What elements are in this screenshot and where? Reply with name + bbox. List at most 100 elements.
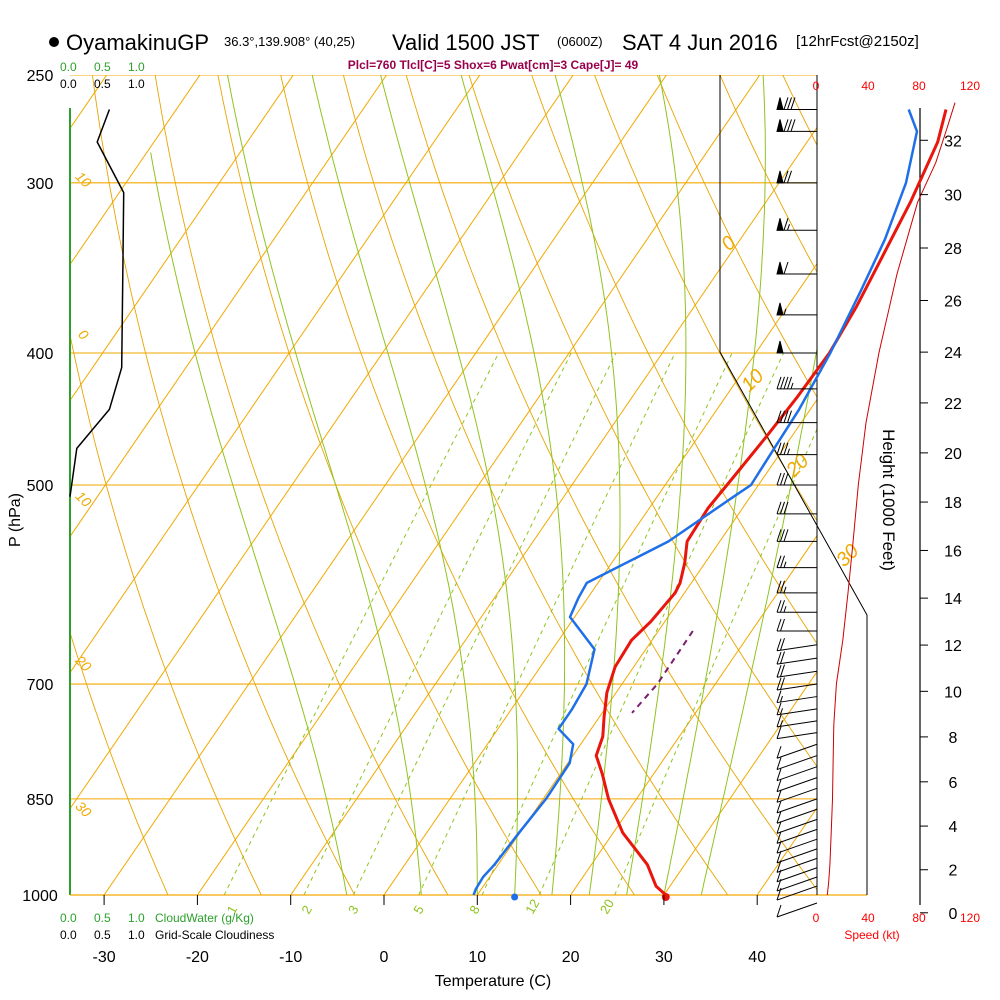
x-axis-label: Temperature (C) — [435, 973, 551, 990]
wind-barb — [776, 664, 818, 678]
dry-adiabat — [217, 75, 542, 895]
wind-barb — [776, 618, 817, 632]
pressure-tick-label: 500 — [27, 478, 54, 495]
height-tick-label: 12 — [944, 638, 962, 655]
station-dot-icon — [49, 37, 59, 47]
wind-barbs — [776, 97, 818, 918]
mixing-ratio-line — [481, 352, 733, 895]
dry-adiabat — [656, 75, 817, 398]
valid-date: SAT 4 Jun 2016 — [622, 30, 778, 55]
wind-barb — [776, 755, 818, 771]
dry-adiabat — [531, 75, 817, 645]
speed-bot-tick-1: 40 — [861, 911, 875, 925]
dry-adiabat — [719, 75, 817, 273]
wind-barb — [776, 787, 818, 803]
series-wind-speed — [826, 102, 956, 896]
mixing-ratio-label: 20 — [597, 896, 617, 916]
wind-barb — [776, 302, 817, 316]
wind-barb — [776, 766, 818, 782]
cw-top-tick-1: 0.5 — [94, 60, 111, 74]
dry-adiabat — [896, 51, 1000, 924]
pressure-tick-label: 300 — [27, 176, 54, 193]
pressure-tick-label: 1000 — [22, 888, 58, 905]
height-tick-label: 28 — [944, 241, 962, 258]
wind-barb — [776, 555, 817, 569]
isotherm — [196, 75, 761, 895]
surface-temperature-marker — [661, 893, 670, 901]
height-tick-label: 0 — [949, 906, 958, 923]
wind-barb — [776, 690, 818, 704]
diagram-edge — [719, 75, 868, 895]
cw-top-tick-2: 1.0 — [128, 60, 145, 74]
mixing-ratio-label: 8 — [466, 903, 483, 917]
thermo-grid — [70, 51, 1000, 924]
dry-adiabat — [594, 75, 817, 522]
wind-barb — [776, 726, 818, 740]
wind-barb — [776, 677, 818, 691]
isotherm — [663, 670, 817, 895]
x-tick-label: -30 — [93, 949, 116, 966]
pressure-tick-label: 400 — [27, 346, 54, 363]
series-layer — [69, 102, 956, 901]
cloudwater-scale-top: 0.0 0.5 1.0 0.0 0.5 1.0 — [60, 60, 145, 91]
wind-barb — [776, 777, 818, 793]
pressure-tick-label: 700 — [27, 677, 54, 694]
wind-barb — [776, 501, 817, 515]
dry-adiabat — [834, 51, 1000, 924]
wind-barb — [776, 600, 817, 613]
height-tick-label: 18 — [944, 495, 962, 512]
y-axis-label: P (hPa) — [7, 493, 24, 547]
x-tick-label: 30 — [655, 949, 673, 966]
mixing-ratio-line — [352, 352, 617, 895]
wind-barb — [776, 218, 817, 231]
wind-barb — [776, 702, 818, 716]
mixing-ratio-line — [538, 352, 784, 895]
isotherm — [569, 534, 817, 895]
cl-top-tick-1: 0.5 — [94, 77, 111, 91]
speed-bot-tick-3: 120 — [960, 911, 980, 925]
surface-dewpoint-marker — [511, 893, 519, 901]
speed-scale-top: 0 40 80 120 — [813, 79, 981, 93]
series-parcel — [631, 630, 694, 714]
speed-top-tick-2: 80 — [912, 79, 926, 93]
wind-barb — [776, 442, 817, 456]
dry-adiabat — [70, 332, 262, 895]
height-tick-label: 24 — [944, 345, 962, 362]
mixing-ratio-line — [223, 352, 500, 895]
wind-barb — [776, 580, 817, 594]
forecast-info: [12hrFcst@2150z] — [796, 33, 919, 50]
dry-adiabat — [405, 75, 817, 891]
moist-adiabat — [311, 75, 478, 895]
series-cloud — [69, 109, 125, 497]
mixing-ratio-label: 2 — [298, 903, 315, 917]
speed-bot-tick-0: 0 — [813, 911, 820, 925]
height-tick-label: 16 — [944, 543, 962, 560]
pressure-tick-label: 250 — [27, 68, 54, 85]
height-tick-label: 26 — [944, 294, 962, 311]
wind-barb — [776, 119, 817, 132]
wind-barb — [776, 714, 818, 728]
isotherm-label: 30 — [832, 540, 863, 571]
mixing-ratio-line — [614, 427, 817, 895]
moist-adiabat — [626, 75, 687, 895]
wind-barb — [776, 376, 817, 390]
left-isotherm-label: 10 — [72, 168, 94, 190]
cloudwater-label: CloudWater (g/Kg) — [155, 911, 254, 925]
height-tick-label: 20 — [944, 446, 962, 463]
mixing-ratio-line — [303, 352, 572, 895]
cl-top-tick-2: 1.0 — [128, 77, 145, 91]
wind-barb — [776, 808, 818, 824]
left-isotherm-label: 0 — [75, 326, 92, 343]
speed-top-tick-0: 0 — [813, 79, 820, 93]
speed-bot-tick-2: 80 — [912, 911, 926, 925]
cloudwater-scale-bottom: 0.0 0.5 1.0 CloudWater (g/Kg) 0.0 0.5 1.… — [60, 911, 274, 942]
wind-barb — [776, 410, 817, 424]
height-tick-label: 2 — [949, 863, 958, 880]
valid-time: Valid 1500 JST — [392, 30, 540, 55]
isotherm — [476, 398, 817, 895]
wind-barb — [776, 902, 818, 918]
height-tick-label: 6 — [949, 775, 958, 792]
mixing-ratio-label: 5 — [410, 903, 427, 917]
wind-barb — [776, 472, 817, 486]
